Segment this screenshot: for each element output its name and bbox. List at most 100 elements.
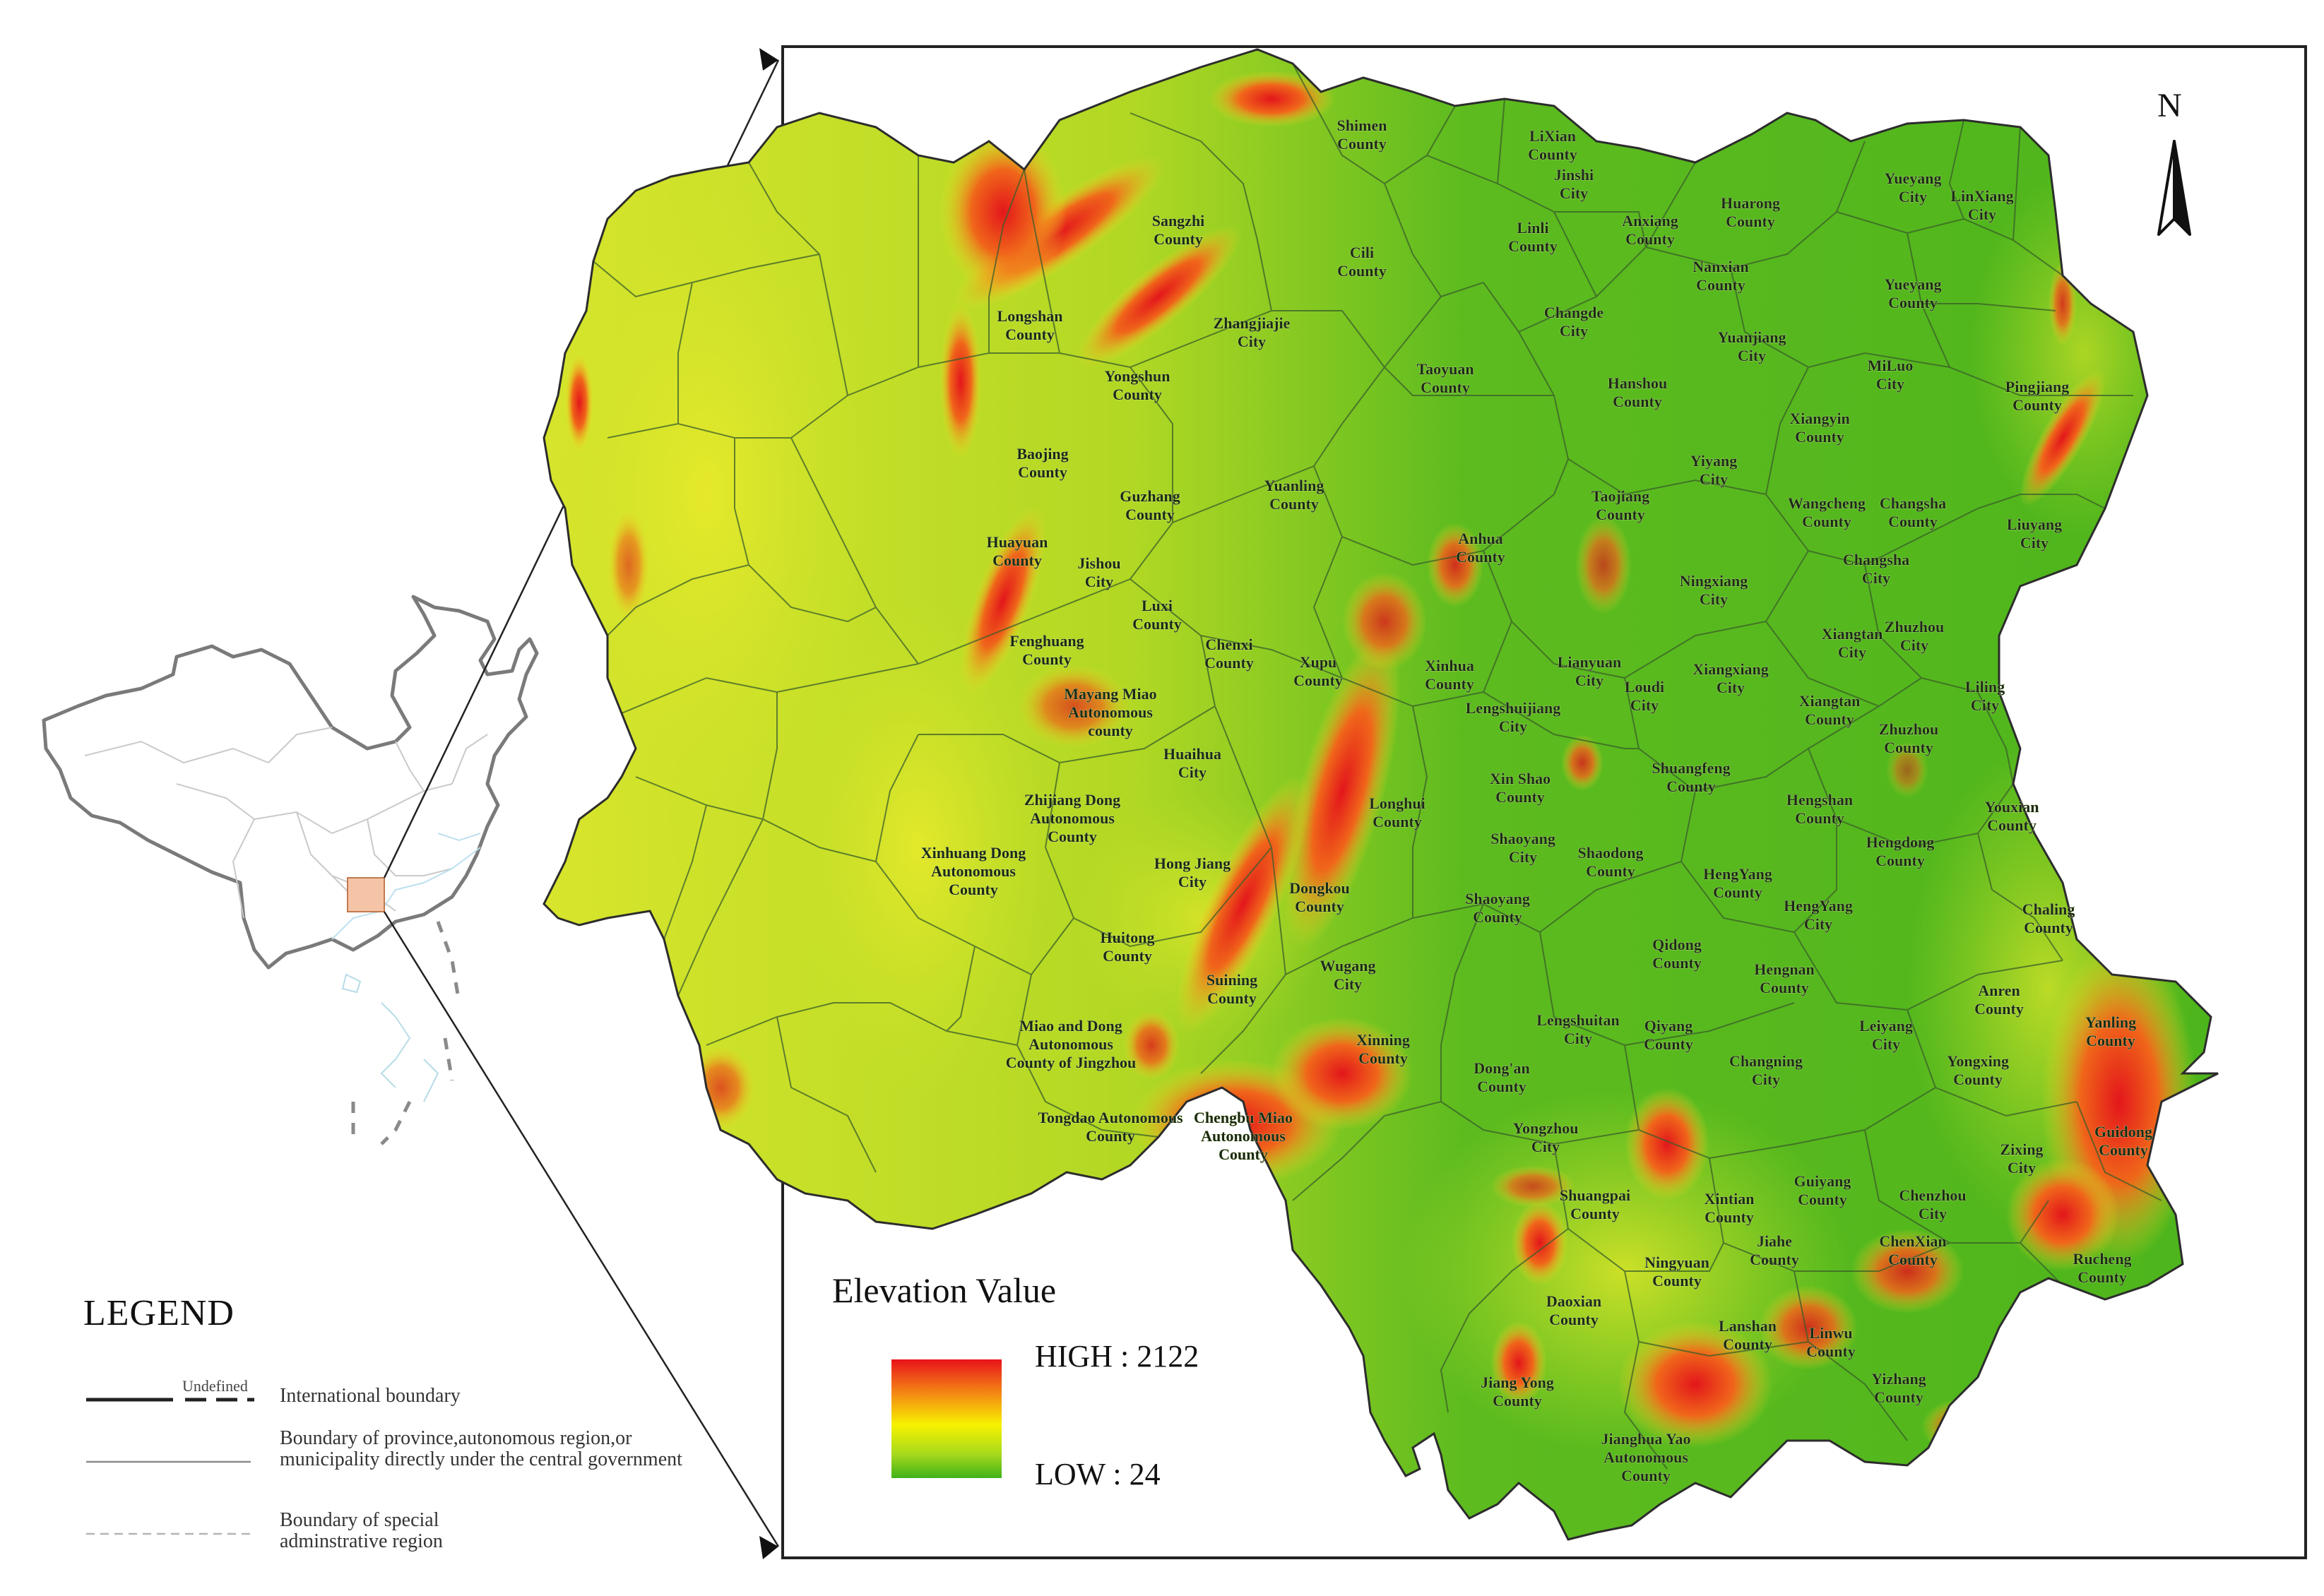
county-label: Zixing City	[2000, 1141, 2043, 1177]
county-label: Hengdong County	[1866, 833, 1935, 869]
legend-row-sar: Boundary of special adminstrative region	[83, 1510, 620, 1566]
north-label: N	[2157, 87, 2182, 124]
county-label: Suining County	[1207, 971, 1257, 1007]
county-label: Shaodong County	[1578, 844, 1644, 880]
county-label: Huarong County	[1721, 194, 1780, 230]
county-label: Jiahe County	[1750, 1232, 1799, 1268]
county-label: Hengshan County	[1786, 791, 1853, 827]
county-label: Anxiang County	[1622, 212, 1678, 248]
south-sea-islands	[341, 973, 439, 1102]
undefined-label: Undefined	[182, 1377, 248, 1395]
county-label: Xintian County	[1705, 1190, 1755, 1226]
county-label: Longshan County	[997, 307, 1063, 343]
county-label: Chaling County	[2022, 900, 2075, 936]
county-label: Xiangxiang City	[1692, 660, 1769, 696]
legend-label-sar: Boundary of special adminstrative region	[280, 1509, 443, 1552]
china-inset-map	[42, 48, 780, 1559]
legend-row-province: Boundary of province,autonomous region,o…	[83, 1428, 682, 1484]
county-label: Loudi City	[1625, 678, 1664, 714]
county-label: Liuyang City	[2007, 516, 2062, 552]
county-label: Zhangjiajie City	[1214, 314, 1291, 350]
county-label: Leiyang City	[1859, 1017, 1913, 1053]
county-label: Linli County	[1508, 219, 1558, 255]
county-label: Yongxing County	[1947, 1052, 2009, 1088]
county-label: Lanshan County	[1719, 1317, 1777, 1353]
zoom-arrowhead-top	[759, 48, 778, 71]
county-label: Changde City	[1544, 304, 1604, 340]
county-label: Changsha City	[1843, 551, 1909, 587]
county-label: Youxian County	[1984, 798, 2039, 834]
county-label: Xiangtan City	[1822, 625, 1883, 661]
county-label: Guiyang County	[1794, 1172, 1851, 1208]
legend-row-international: International boundary	[83, 1386, 620, 1442]
county-label: Yongshun County	[1105, 367, 1170, 403]
county-label: Tongdao Autonomous County	[1038, 1109, 1183, 1145]
county-label: Shaoyang City	[1490, 830, 1555, 866]
zoom-arrowhead-bottom	[759, 1536, 778, 1559]
county-label: Yanling County	[2085, 1013, 2136, 1049]
county-label: Pingjiang County	[2005, 378, 2069, 414]
county-label: Shaoyang County	[1465, 890, 1530, 926]
county-label: Lengshuijiang City	[1466, 699, 1561, 735]
county-label: Rucheng County	[2073, 1250, 2131, 1286]
county-label: Longhui County	[1369, 794, 1425, 830]
county-label: Daoxian County	[1546, 1292, 1601, 1328]
county-label: Nanxian County	[1692, 258, 1748, 294]
county-label: Xiangtan County	[1799, 692, 1861, 728]
county-label: Jianghua Yao Autonomous County	[1601, 1430, 1691, 1484]
county-label: LiXian County	[1528, 127, 1577, 163]
county-label: Huayuan County	[987, 533, 1048, 569]
county-label: Qidong County	[1652, 936, 1702, 972]
county-label: Anren County	[1974, 982, 2024, 1018]
county-label: Changning City	[1729, 1052, 1803, 1088]
county-boundaries	[593, 63, 2162, 1470]
county-label: Changsha County	[1880, 494, 1946, 530]
county-label: MiLuo City	[1868, 357, 1914, 393]
county-label: Mayang Miao Autonomous county	[1064, 685, 1156, 739]
county-label: Taoyuan County	[1416, 360, 1474, 396]
county-label: Lianyuan City	[1558, 653, 1622, 689]
county-label: Jiang Yong County	[1481, 1374, 1554, 1410]
elevation-color-ramp	[891, 1359, 1002, 1478]
legend-label-province: Boundary of province,autonomous region,o…	[280, 1427, 682, 1470]
county-label: Xin Shao County	[1490, 770, 1551, 806]
county-label: Yuanling County	[1264, 477, 1324, 513]
county-label: Yizhang County	[1871, 1370, 1926, 1406]
county-label: Qiyang County	[1644, 1017, 1693, 1053]
county-label: Xinhuang Dong Autonomous County	[921, 844, 1026, 898]
county-label: Xupu County	[1293, 653, 1343, 689]
county-label: Chenzhou City	[1899, 1186, 1966, 1222]
county-label: Hengnan County	[1754, 960, 1815, 996]
county-label: Baojing County	[1016, 445, 1068, 481]
south-sea-boundary	[351, 921, 461, 1145]
county-label: Huaihua City	[1163, 745, 1221, 781]
elevation-legend-title: Elevation Value	[832, 1270, 1057, 1310]
county-label: HengYang City	[1784, 897, 1853, 933]
county-label: Huitong County	[1100, 929, 1154, 965]
county-label: Yongzhou City	[1513, 1119, 1579, 1155]
county-label: Chenxi County	[1204, 636, 1254, 672]
legend-title: LEGEND	[83, 1293, 235, 1333]
legend-label-international: International boundary	[280, 1385, 461, 1407]
county-label: Shuangfeng County	[1652, 759, 1730, 795]
elevation-high-label: HIGH : 2122	[1035, 1339, 1199, 1374]
county-label: Lengshuitan City	[1536, 1011, 1619, 1047]
hunan-elevation-map	[543, 48, 2219, 1541]
county-label: Zhuzhou County	[1879, 720, 1938, 756]
county-label: Wangcheng County	[1788, 494, 1866, 530]
county-label: Guidong County	[2094, 1123, 2152, 1159]
north-arrow-icon	[2157, 140, 2191, 236]
county-label: Luxi County	[1132, 597, 1182, 633]
county-label: Xinning County	[1356, 1031, 1410, 1067]
county-label: HengYang County	[1703, 865, 1772, 901]
county-label: Guzhang County	[1120, 487, 1180, 523]
county-label: Hanshou County	[1608, 374, 1667, 410]
county-label: Jishou City	[1077, 554, 1120, 590]
hunan-highlight	[347, 877, 385, 912]
county-label: Xiangyin County	[1789, 410, 1850, 446]
elevation-low-label: LOW : 24	[1035, 1457, 1161, 1491]
china-outline	[42, 595, 539, 970]
county-label: Shuangpai County	[1560, 1186, 1630, 1222]
county-label: Anhua County	[1456, 530, 1505, 566]
